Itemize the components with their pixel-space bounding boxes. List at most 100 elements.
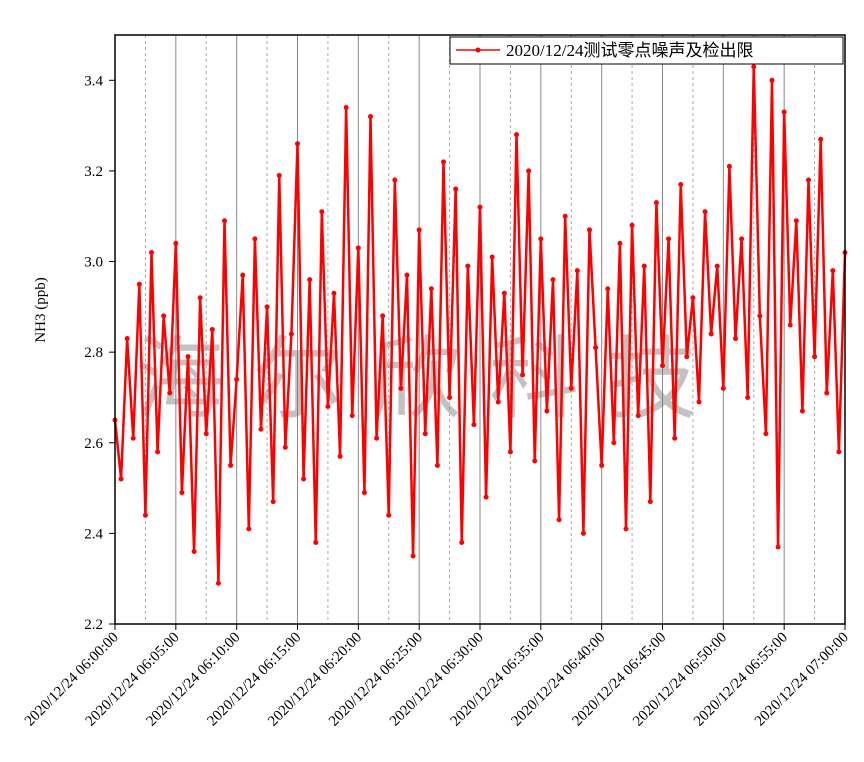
plot-frame: [114, 34, 846, 625]
data-point: [386, 512, 392, 518]
data-point: [246, 526, 252, 532]
data-point: [672, 435, 678, 441]
data-point: [422, 431, 428, 437]
data-point: [197, 295, 203, 301]
data-point: [398, 385, 404, 391]
data-point: [270, 499, 276, 505]
data-point: [264, 304, 270, 310]
data-point: [629, 222, 635, 228]
data-point: [441, 159, 446, 165]
data-point: [380, 313, 386, 319]
data-point: [295, 141, 300, 147]
legend-label: 2020/12/24测试零点噪声及检出限: [506, 41, 753, 60]
data-point: [301, 476, 307, 482]
data-point: [416, 227, 422, 233]
data-point: [526, 168, 532, 174]
y-tick-label: 2.4: [84, 526, 103, 542]
data-point: [477, 204, 483, 210]
data-point: [282, 444, 288, 450]
data-point: [562, 213, 568, 219]
data-point: [307, 277, 313, 283]
data-point: [288, 331, 294, 337]
data-point: [684, 354, 690, 360]
data-point: [818, 136, 824, 142]
data-point: [666, 236, 672, 242]
data-point: [599, 462, 605, 468]
y-axis-label: NH3 (ppb): [33, 277, 49, 342]
data-point: [349, 413, 355, 419]
data-point: [489, 254, 495, 260]
data-point: [209, 327, 215, 332]
data-point: [538, 236, 544, 242]
data-point: [574, 268, 580, 274]
data-point: [806, 177, 811, 183]
data-point: [617, 240, 623, 246]
data-point: [745, 394, 751, 400]
data-point: [203, 431, 209, 437]
data-point: [733, 336, 738, 342]
data-point: [471, 422, 477, 428]
data-point: [641, 263, 647, 269]
data-point: [769, 77, 775, 83]
data-point: [556, 517, 562, 523]
data-point: [787, 322, 793, 328]
y-tick-label: 3.0: [84, 255, 103, 271]
data-point: [252, 236, 258, 242]
data-point: [678, 182, 684, 188]
data-point: [149, 249, 154, 255]
data-point: [726, 163, 732, 169]
data-point: [593, 345, 599, 351]
data-point: [337, 453, 343, 459]
data-point: [647, 499, 653, 505]
data-point: [167, 390, 173, 396]
data-point: [708, 331, 714, 337]
data-point: [495, 399, 501, 405]
data-point: [142, 512, 148, 518]
data-point: [240, 272, 246, 278]
data-point: [532, 458, 538, 464]
data-point: [763, 431, 769, 437]
data-point: [507, 449, 513, 455]
data-point: [173, 240, 179, 246]
data-point: [830, 268, 836, 274]
data-point: [222, 218, 227, 224]
data-point: [434, 462, 440, 468]
y-tick-label: 3.2: [84, 164, 103, 180]
data-point: [757, 313, 763, 319]
data-point: [161, 313, 167, 319]
y-tick-label: 2.2: [84, 617, 103, 633]
data-point: [836, 449, 842, 455]
data-point: [368, 114, 373, 120]
data-point: [605, 286, 611, 292]
data-point: [258, 426, 264, 432]
y-tick-label: 2.6: [84, 436, 103, 452]
data-point: [611, 440, 617, 446]
data-point: [228, 462, 234, 468]
data-point: [696, 399, 702, 405]
data-point: [690, 295, 696, 301]
data-point: [361, 490, 367, 496]
legend-marker: [475, 47, 481, 53]
data-point: [404, 272, 410, 278]
data-point: [276, 172, 282, 178]
data-point: [428, 286, 434, 292]
data-point: [179, 490, 185, 496]
data-point: [781, 109, 787, 115]
data-point: [191, 549, 197, 555]
data-point: [660, 363, 665, 369]
data-point: [775, 544, 781, 550]
data-point: [313, 539, 319, 545]
data-point: [501, 290, 507, 296]
data-point: [568, 385, 574, 391]
data-point: [635, 413, 641, 419]
data-point: [130, 435, 136, 441]
data-point: [343, 104, 349, 110]
data-point: [587, 227, 592, 233]
data-point: [355, 245, 361, 251]
data-point: [118, 476, 124, 482]
data-point: [520, 372, 526, 378]
data-point: [702, 209, 708, 215]
data-point: [653, 200, 659, 206]
data-point: [410, 553, 416, 559]
data-point: [325, 404, 331, 410]
